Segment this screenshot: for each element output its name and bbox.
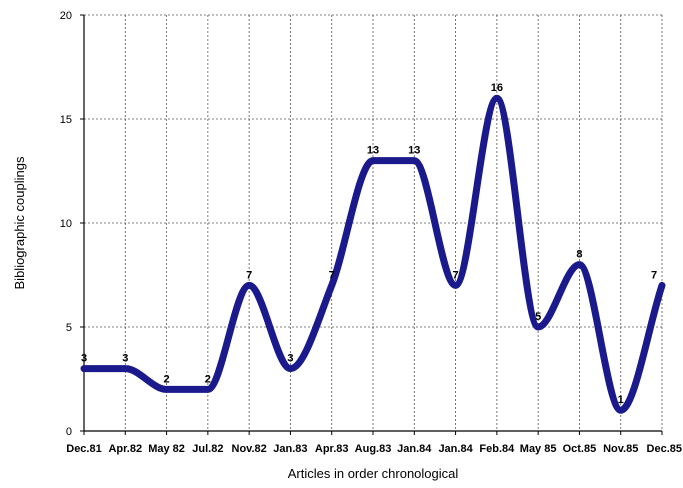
y-tick-label: 10: [60, 218, 72, 230]
data-label: 16: [491, 82, 503, 94]
x-tick-label: Jan.84: [397, 443, 432, 455]
x-axis-title: Articles in order chronological: [288, 466, 459, 481]
y-tick-label: 5: [66, 322, 72, 334]
x-tick-label: Jul.82: [192, 443, 223, 455]
x-tick-labels: Dec.81 Apr.82 May 82 Jul.82 Nov.82 Jan.83 Apr.…: [66, 443, 682, 455]
x-tick-label: Feb.84: [479, 443, 515, 455]
y-tick-label: 0: [66, 426, 72, 438]
series-line: [80, 94, 666, 414]
x-tick-label: Nov.85: [603, 443, 638, 455]
data-label: 3: [81, 353, 87, 365]
y-axis-title: Bibliographic couplings: [12, 156, 27, 289]
x-tick-label: Oct.85: [563, 443, 597, 455]
data-label: 8: [576, 249, 582, 261]
y-tick-label: 20: [60, 10, 72, 22]
y-tick-labels: 0 5 10 15 20: [60, 10, 72, 438]
grid-lines: [83, 14, 663, 432]
data-label: 2: [164, 373, 170, 385]
x-tick-label: Dec.81: [66, 443, 101, 455]
data-label: 3: [287, 353, 293, 365]
x-tick-label: May 85: [520, 443, 557, 455]
x-tick-label: Aug.83: [355, 443, 392, 455]
data-label: 5: [535, 311, 541, 323]
data-label: 7: [453, 269, 459, 281]
data-label: 1: [618, 394, 624, 406]
data-label: 7: [329, 269, 335, 281]
x-tick-label: Apr.83: [315, 443, 349, 455]
data-label: 7: [246, 269, 252, 281]
data-label: 13: [367, 145, 379, 157]
x-tick-label: Jan.84: [438, 443, 473, 455]
data-label: 2: [205, 373, 211, 385]
y-tick-label: 15: [60, 114, 72, 126]
x-tick-label: Jan.83: [273, 443, 307, 455]
data-label: 13: [408, 145, 420, 157]
x-tick-label: Dec.85: [647, 443, 682, 455]
data-label: 7: [651, 269, 657, 281]
x-tick-label: Apr.82: [108, 443, 142, 455]
x-tick-label: Nov.82: [232, 443, 267, 455]
data-labels: 3 3 2 2 7 3 7 13 13 7 16 5 8 1 7: [81, 82, 657, 406]
x-tick-label: May 82: [148, 443, 185, 455]
data-label: 3: [122, 353, 128, 365]
axes: [80, 14, 663, 435]
